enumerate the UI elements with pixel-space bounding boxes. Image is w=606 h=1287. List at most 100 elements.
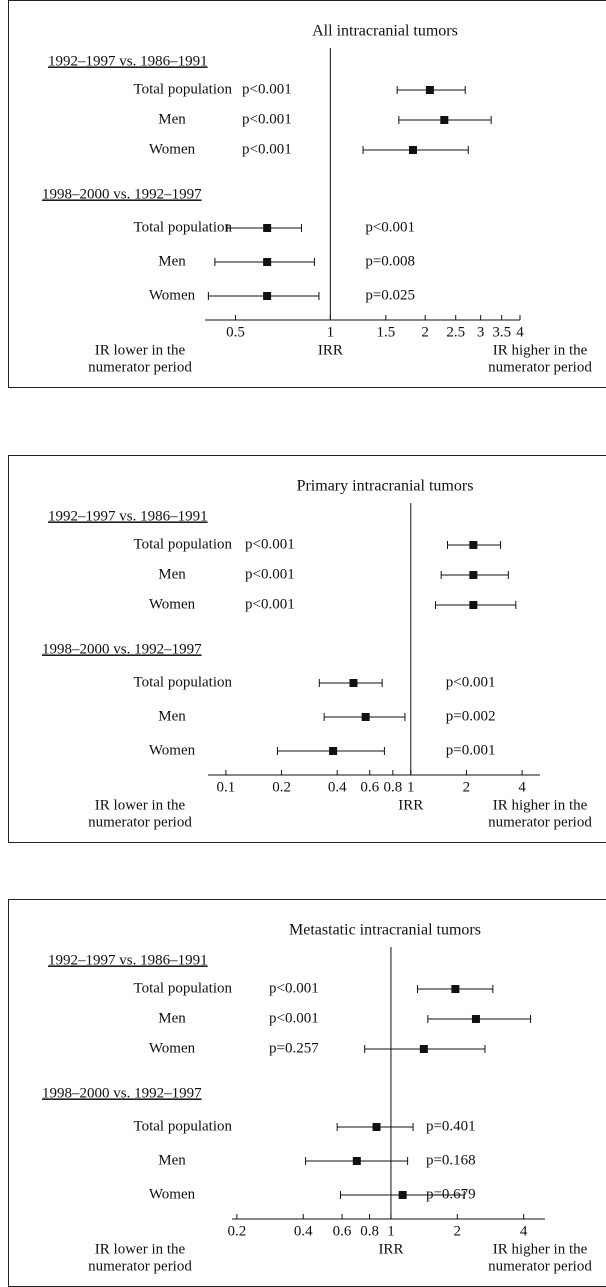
x-tick-label: 2 (454, 1223, 462, 1239)
group-header: 1998–2000 vs. 1992–1997 (42, 1085, 202, 1101)
left-note: numerator period (88, 359, 192, 375)
estimate-point (440, 116, 449, 124)
right-note: numerator period (488, 1258, 592, 1274)
x-tick-label: 0.4 (294, 1223, 313, 1239)
x-tick-label: 1 (387, 1223, 395, 1239)
row-label: Women (149, 1186, 196, 1202)
right-note: IR higher in the (493, 797, 588, 813)
p-value: p=0.001 (446, 742, 496, 758)
x-tick-label: 2.5 (446, 324, 465, 340)
left-note: IR lower in the (95, 1241, 186, 1257)
p-value: p<0.001 (242, 141, 292, 157)
left-note: numerator period (88, 814, 192, 830)
p-value: p=0.679 (426, 1186, 476, 1202)
x-tick-label: 3 (477, 324, 485, 340)
row-label: Men (158, 1152, 186, 1168)
right-note: IR higher in the (493, 342, 588, 358)
p-value: p<0.001 (446, 674, 496, 690)
estimate-point (469, 571, 478, 579)
p-value: p<0.001 (245, 596, 295, 612)
row-label: Total population (133, 674, 232, 690)
x-tick-label: 1 (407, 779, 415, 795)
p-value: p<0.001 (245, 536, 295, 552)
estimate-point (349, 679, 358, 687)
x-tick-label: 0.1 (217, 779, 236, 795)
left-note: IR lower in the (95, 342, 186, 358)
p-value: p=0.025 (365, 287, 415, 303)
x-tick-label: 0.8 (360, 1223, 379, 1239)
row-label: Total population (133, 81, 232, 97)
row-label: Men (158, 111, 186, 127)
estimate-point (451, 985, 460, 993)
estimate-point (361, 713, 370, 721)
estimate-point (471, 1015, 480, 1023)
panel-border (8, 0, 606, 388)
estimate-point (419, 1045, 428, 1053)
estimate-point (263, 224, 272, 232)
row-label: Women (149, 141, 196, 157)
x-tick-label: 4 (520, 1223, 528, 1239)
row-label: Men (158, 1010, 186, 1026)
estimate-point (469, 541, 478, 549)
p-value: p=0.257 (269, 1040, 319, 1056)
right-note: numerator period (488, 359, 592, 375)
x-tick-label: 3.5 (492, 324, 511, 340)
estimate-point (352, 1157, 361, 1165)
x-tick-label: 0.2 (228, 1223, 247, 1239)
row-label: Women (149, 287, 196, 303)
estimate-point (409, 146, 418, 154)
estimate-point (398, 1191, 407, 1199)
panel-border (8, 455, 606, 843)
p-value: p<0.001 (269, 1010, 319, 1026)
p-value: p=0.168 (426, 1152, 476, 1168)
row-label: Total population (133, 980, 232, 996)
x-tick-label: 0.5 (226, 324, 245, 340)
x-tick-label: 2 (463, 779, 471, 795)
estimate-point (372, 1123, 381, 1131)
forest-panel: All intracranial tumors 0.5 1 1.5 2 2.5 3 3.5 4 I… (8, 0, 606, 388)
group-header: 1992–1997 vs. 1986–1991 (48, 952, 208, 968)
group-header: 1992–1997 vs. 1986–1991 (48, 53, 208, 69)
x-tick-label: 2 (421, 324, 429, 340)
x-tick-label: 4 (516, 324, 524, 340)
x-tick-label: 0.4 (328, 779, 347, 795)
x-tick-label: 1 (327, 324, 335, 340)
row-label: Men (158, 253, 186, 269)
x-axis-label: IRR (318, 342, 343, 358)
group-header: 1998–2000 vs. 1992–1997 (42, 186, 202, 202)
right-note: IR higher in the (493, 1241, 588, 1257)
p-value: p<0.001 (269, 980, 319, 996)
panel-title: All intracranial tumors (312, 23, 458, 40)
group-header: 1998–2000 vs. 1992–1997 (42, 641, 202, 657)
estimate-point (469, 601, 478, 609)
left-note: IR lower in the (95, 797, 186, 813)
left-note: numerator period (88, 1258, 192, 1274)
right-note: numerator period (488, 814, 592, 830)
x-tick-label: 0.2 (272, 779, 291, 795)
panel-title: Metastatic intracranial tumors (289, 922, 481, 939)
p-value: p<0.001 (365, 219, 415, 235)
estimate-point (263, 258, 272, 266)
p-value: p<0.001 (242, 81, 292, 97)
estimate-point (329, 747, 338, 755)
row-label: Men (158, 708, 186, 724)
p-value: p<0.001 (242, 111, 292, 127)
row-label: Total population (133, 1118, 232, 1134)
p-value: p<0.001 (245, 566, 295, 582)
panel-title: Primary intracranial tumors (297, 478, 474, 495)
row-label: Men (158, 566, 186, 582)
row-label: Women (149, 742, 196, 758)
x-tick-label: 0.6 (360, 779, 379, 795)
x-axis-label: IRR (398, 797, 423, 813)
row-label: Women (149, 1040, 196, 1056)
forest-panel: Primary intracranial tumors 0.1 0.2 0.4 0.6 0… (8, 455, 606, 843)
x-tick-label: 1.5 (376, 324, 395, 340)
estimate-point (263, 292, 272, 300)
p-value: p=0.002 (446, 708, 496, 724)
row-label: Women (149, 596, 196, 612)
forest-panel: Metastatic intracranial tumors 0.2 0.4 0.6 0… (8, 899, 606, 1287)
estimate-point (425, 86, 434, 94)
x-tick-label: 4 (518, 779, 526, 795)
row-label: Total population (133, 536, 232, 552)
